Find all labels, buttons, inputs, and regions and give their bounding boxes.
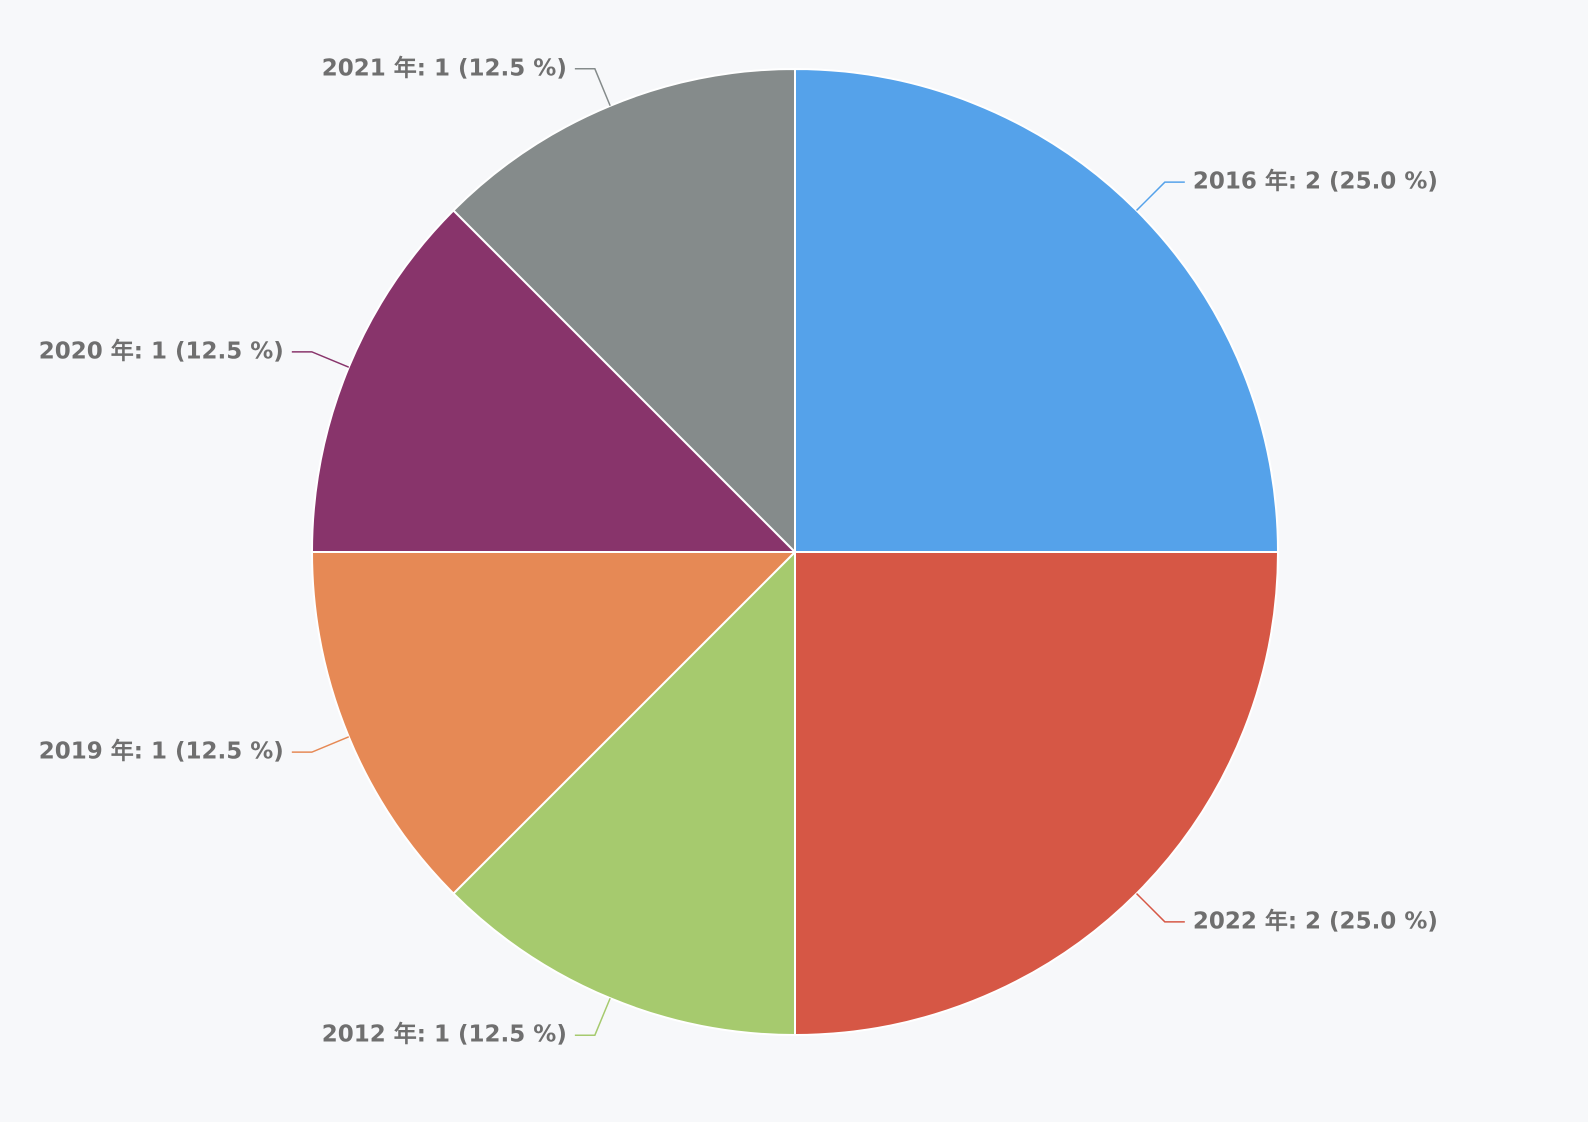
data-label: 2012 年: 1 (12.5 %) <box>322 1021 567 1048</box>
data-label: 2021 年: 1 (12.5 %) <box>322 54 567 81</box>
leader-line <box>291 351 350 368</box>
data-label: 2019 年: 1 (12.5 %) <box>39 738 284 765</box>
leader-line <box>1135 893 1185 923</box>
pie-slice <box>452 67 796 555</box>
leader-line <box>1135 181 1185 211</box>
leader-line <box>291 736 350 753</box>
pie-slice <box>310 209 798 553</box>
leader-line <box>574 997 611 1036</box>
pie-slice <box>794 551 1280 1037</box>
leader-line <box>574 68 611 107</box>
data-label: 2022 年: 2 (25.0 %) <box>1193 907 1438 934</box>
data-label: 2020 年: 1 (12.5 %) <box>39 337 284 364</box>
pie-slice <box>452 549 796 1037</box>
data-label: 2016 年: 2 (25.0 %) <box>1193 168 1438 195</box>
pie-slice <box>310 551 798 895</box>
pie-slice <box>794 67 1280 553</box>
